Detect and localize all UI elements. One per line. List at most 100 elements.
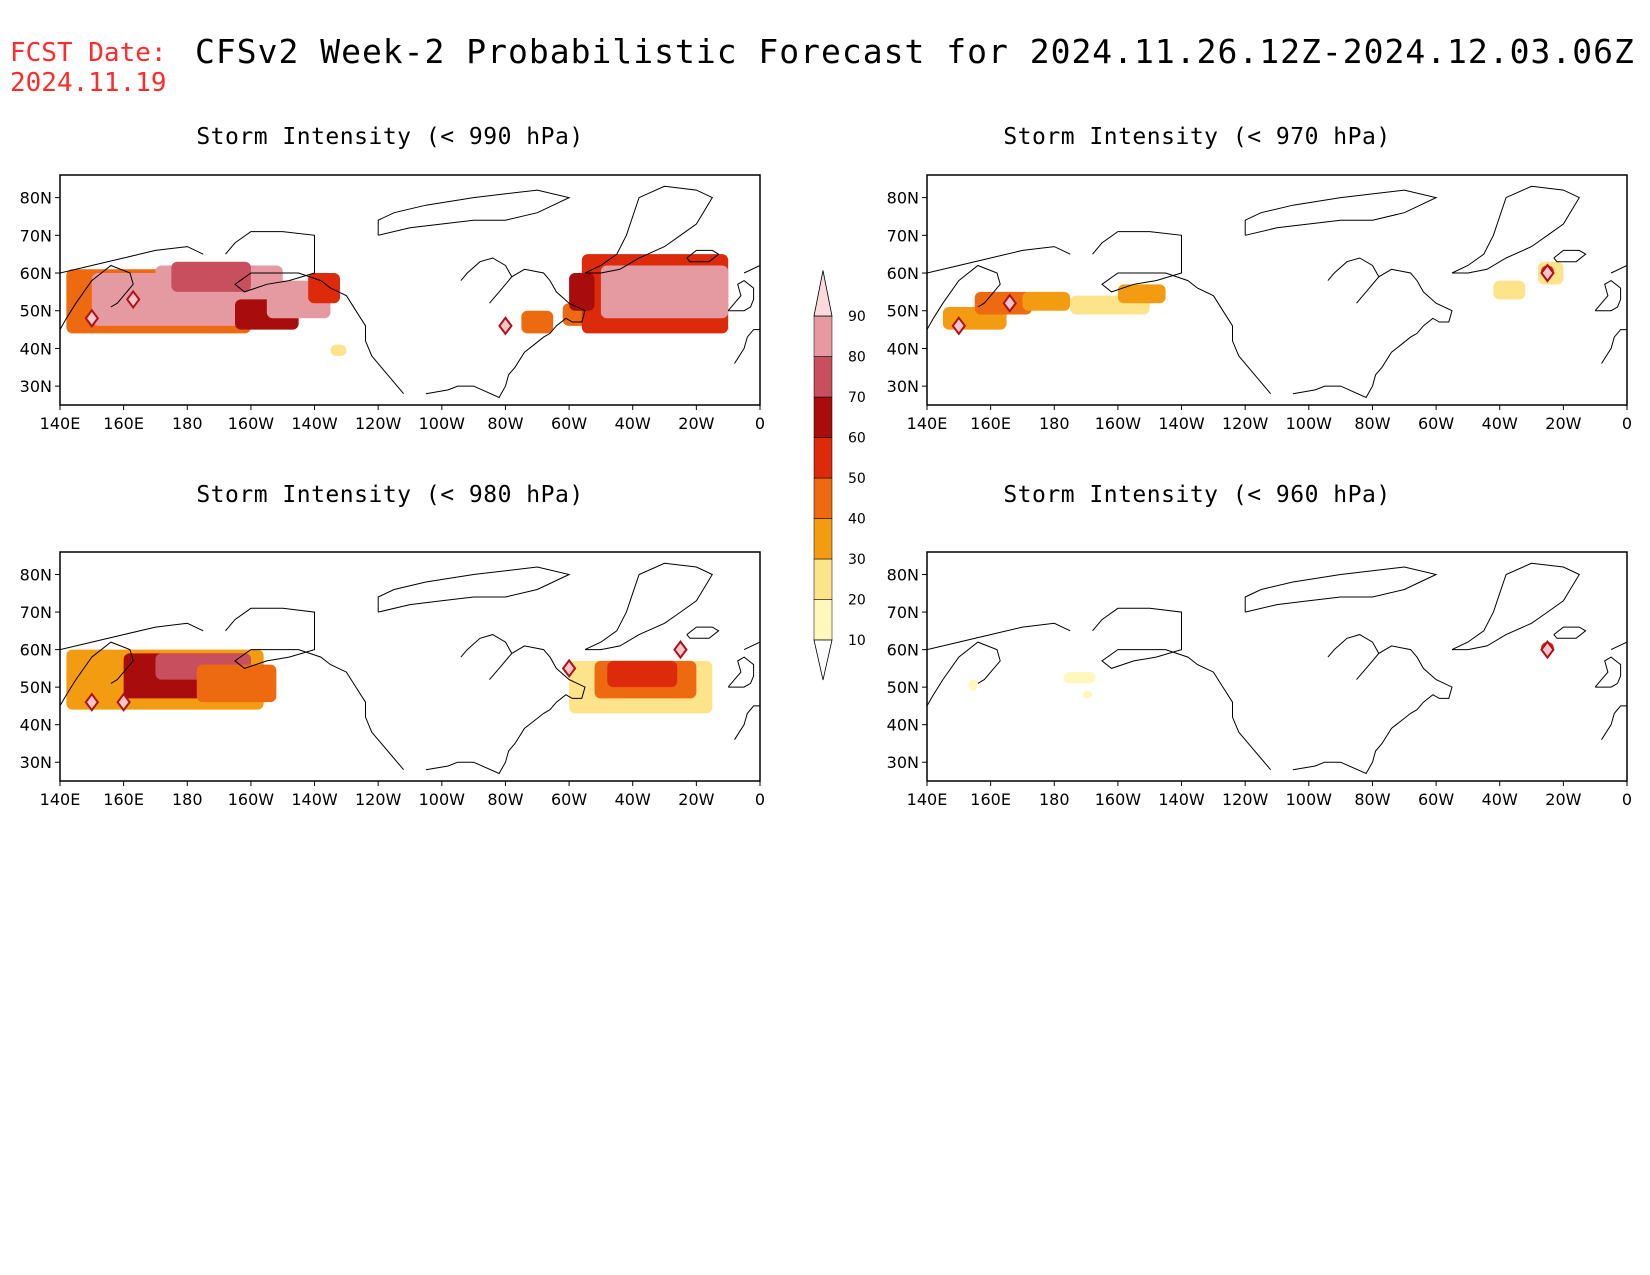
colorbar-swatch [813, 396, 833, 438]
lat-label: 40N [20, 339, 52, 358]
coastline [460, 257, 513, 281]
lon-label: 160W [228, 790, 275, 809]
lat-label: 40N [20, 716, 52, 735]
lon-label: 20W [678, 790, 714, 809]
probability-peak [1002, 293, 1017, 313]
probability-peak [673, 639, 688, 660]
lat-label: 50N [887, 678, 919, 697]
lon-label: 140E [40, 414, 81, 433]
coastline [1092, 231, 1271, 395]
colorbar-label: 80 [848, 350, 866, 366]
lat-label: 30N [20, 753, 52, 772]
lat-label: 60N [887, 264, 919, 283]
probability-peak [84, 308, 100, 328]
lat-label: 50N [20, 678, 52, 697]
map-frame [926, 551, 1628, 782]
lat-label: 80N [887, 566, 919, 585]
lat-label: 70N [887, 226, 919, 245]
coastline [734, 705, 760, 740]
colorbar-label: 50 [848, 471, 866, 487]
probability-patch [330, 344, 347, 356]
colorbar-cap-top [813, 270, 833, 317]
coastline [927, 622, 1071, 651]
probability-patch [521, 310, 554, 334]
lon-label: 140W [291, 790, 338, 809]
colorbar-swatch [813, 315, 833, 357]
lat-label: 60N [887, 641, 919, 660]
colorbar-label: 30 [848, 552, 866, 568]
coastline [1327, 257, 1380, 281]
lat-label: 80N [887, 189, 919, 208]
colorbar-label: 20 [848, 593, 866, 609]
coastline [1601, 705, 1627, 740]
coastline [927, 246, 1071, 274]
coastline [60, 264, 134, 330]
coastline [743, 265, 760, 274]
forecast-date-block: FCST Date: 2024.11.19 [10, 38, 167, 98]
lon-label: 140W [1158, 790, 1205, 809]
lat-label: 80N [20, 189, 52, 208]
forecast-date-value: 2024.11.19 [10, 68, 167, 98]
coastline [1553, 249, 1587, 263]
probability-patch [196, 664, 277, 703]
probability-patch [1117, 284, 1166, 304]
coastline [927, 264, 1001, 330]
coastline [743, 641, 760, 651]
lon-label: 40W [615, 414, 651, 433]
lon-label: 180 [1039, 414, 1070, 433]
lon-label: 120W [1222, 414, 1269, 433]
coastline [927, 641, 1001, 707]
colorbar-swatch [813, 437, 833, 479]
lat-label: 70N [887, 603, 919, 622]
lon-label: 160W [1095, 414, 1142, 433]
colorbar-swatch [813, 518, 833, 560]
lon-label: 180 [1039, 790, 1070, 809]
lon-label: 160E [103, 790, 144, 809]
coastline [1327, 634, 1380, 658]
lat-label: 30N [887, 377, 919, 396]
coastline [225, 231, 404, 395]
coastline [1244, 566, 1438, 613]
forecast-date-label: FCST Date: [10, 38, 167, 68]
lat-label: 30N [20, 377, 52, 396]
coastline [1610, 265, 1627, 274]
probability-patch [600, 265, 729, 319]
probability-peak [125, 289, 141, 310]
probability-peak [498, 316, 513, 336]
colorbar-label: 70 [848, 390, 866, 406]
lon-label: 20W [1545, 414, 1581, 433]
probability-patch [1082, 690, 1093, 699]
colorbar: 10 20 30 40 50 60 70 80 90 [813, 270, 866, 681]
coastline [1092, 607, 1271, 771]
lon-label: 0 [1622, 790, 1632, 809]
lon-label: 0 [755, 414, 765, 433]
lon-label: 140E [907, 790, 948, 809]
probability-peak [1540, 263, 1555, 283]
colorbar-swatch [813, 558, 833, 600]
lon-label: 100W [1286, 414, 1333, 433]
colorbar-label: 40 [848, 512, 866, 528]
probability-peak [1540, 639, 1555, 660]
coastline [60, 641, 134, 707]
panel-title-990: Storm Intensity (< 990 hPa) [196, 124, 584, 150]
map-panel-990: 80N 70N 60N 50N 40N 30N 140E 160E 180 160W 140W 120… [20, 174, 765, 433]
coastline [1594, 656, 1622, 688]
map-panel-960: 80N 70N 60N 50N 40N 30N 140E 160E 180 160W 140W 120… [887, 551, 1632, 809]
lat-label: 70N [20, 603, 52, 622]
probability-peak [561, 658, 577, 679]
probability-peak [116, 692, 131, 712]
lon-label: 20W [678, 414, 714, 433]
lon-label: 100W [419, 790, 466, 809]
lon-label: 160E [103, 414, 144, 433]
lon-label: 80W [1354, 414, 1390, 433]
coastline [1601, 329, 1627, 364]
coastline [60, 622, 204, 651]
lon-label: 60W [1418, 414, 1454, 433]
coastline [1451, 562, 1581, 651]
coastline [377, 189, 571, 236]
lon-label: 180 [172, 790, 203, 809]
colorbar-cap-bottom [813, 639, 833, 681]
coastline [425, 268, 586, 399]
lat-label: 30N [887, 753, 919, 772]
